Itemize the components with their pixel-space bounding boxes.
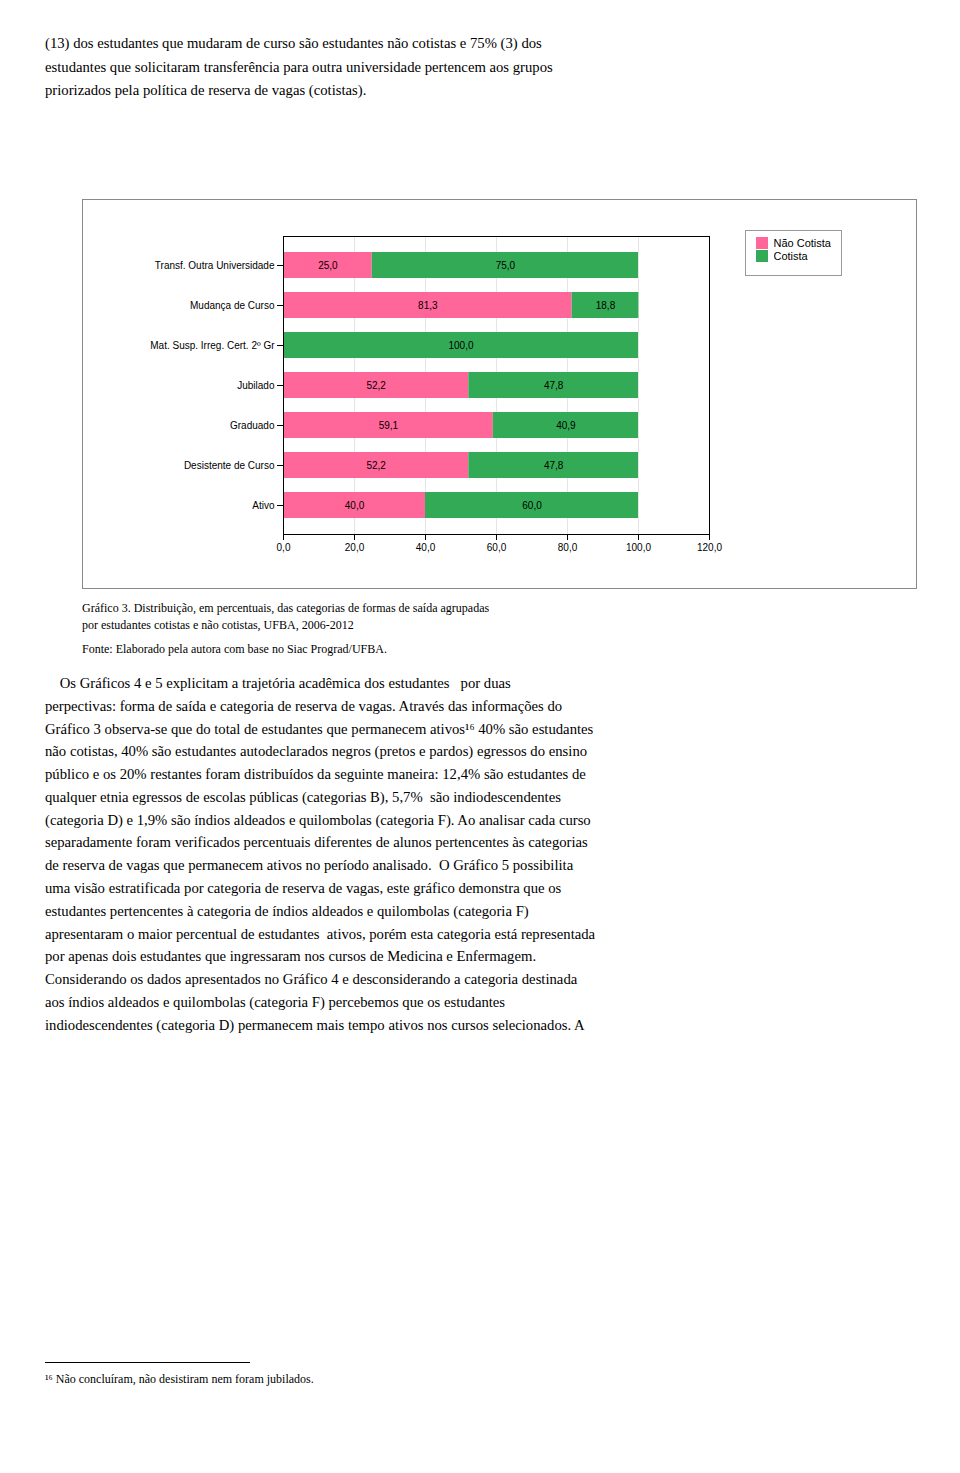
html-text:Não Cotista: Não Cotista [773,237,831,249]
svg-text:81,3: 81,3 [418,300,438,311]
svg-text:Transf. Outra Universidade: Transf. Outra Universidade [155,260,275,271]
svg-text:40,0: 40,0 [416,542,436,553]
html-text:Os Gráficos 4 e 5 explicitam a: Os Gráficos 4 e 5 explicitam a trajetóri… [45,675,596,1033]
svg-text:60,0: 60,0 [487,542,507,553]
html-text:Fonte: Elaborado pela autora c: Fonte: Elaborado pela autora com base no… [82,642,387,656]
svg-text:75,0: 75,0 [496,260,516,271]
svg-text:40,9: 40,9 [556,420,576,431]
svg-text:100,0: 100,0 [626,542,651,553]
svg-text:47,8: 47,8 [544,380,564,391]
svg-text:Mudança de Curso: Mudança de Curso [190,300,275,311]
svg-text:Graduado: Graduado [230,420,275,431]
html-text:Cotista: Cotista [773,250,808,262]
svg-text:25,0: 25,0 [318,260,338,271]
svg-text:Mat. Susp. Irreg. Cert. 2º Gr: Mat. Susp. Irreg. Cert. 2º Gr [150,340,275,351]
svg-text:120,0: 120,0 [697,542,722,553]
svg-text:20,0: 20,0 [345,542,365,553]
svg-text:59,1: 59,1 [379,420,399,431]
svg-text:0,0: 0,0 [277,542,291,553]
svg-text:60,0: 60,0 [522,500,542,511]
svg-text:Desistente de Curso: Desistente de Curso [184,460,275,471]
svg-text:100,0: 100,0 [448,340,473,351]
svg-text:47,8: 47,8 [544,460,564,471]
html-text:Gráfico 3. Distribuição, em pe: Gráfico 3. Distribuição, em percentuais,… [82,601,490,632]
svg-text:18,8: 18,8 [596,300,616,311]
html-text:¹⁶ Não concluíram, não desisti: ¹⁶ Não concluíram, não desistiram nem fo… [45,1372,314,1386]
svg-text:40,0: 40,0 [345,500,365,511]
svg-text:52,2: 52,2 [366,380,386,391]
svg-text:Jubilado: Jubilado [237,380,275,391]
svg-text:52,2: 52,2 [366,460,386,471]
html-text:(13) dos estudantes que mudara: (13) dos estudantes que mudaram de curso… [45,35,553,98]
svg-text:Ativo: Ativo [252,500,275,511]
svg-text:80,0: 80,0 [558,542,578,553]
